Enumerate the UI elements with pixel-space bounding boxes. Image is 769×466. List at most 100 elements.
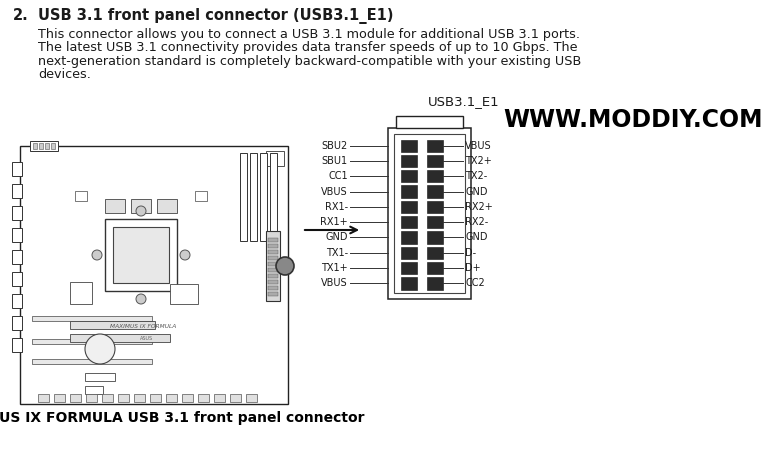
- Bar: [401, 139, 417, 152]
- Bar: [166, 394, 177, 402]
- Bar: [70, 334, 170, 342]
- Text: CC2: CC2: [465, 278, 484, 288]
- Text: VBUS: VBUS: [321, 186, 348, 197]
- Bar: [54, 394, 65, 402]
- Bar: [105, 219, 177, 291]
- Bar: [157, 199, 177, 213]
- Bar: [401, 201, 417, 213]
- Text: USB3.1_E1: USB3.1_E1: [428, 95, 499, 108]
- Text: RX2-: RX2-: [465, 217, 488, 227]
- Bar: [32, 316, 152, 321]
- Bar: [12, 228, 22, 242]
- Bar: [240, 153, 247, 241]
- Text: VBUS: VBUS: [465, 141, 491, 151]
- Text: TX2-: TX2-: [465, 171, 488, 181]
- Bar: [266, 151, 284, 166]
- Bar: [266, 231, 280, 301]
- Bar: [268, 268, 278, 272]
- Text: MAXIMUS IX FORMULA USB 3.1 front panel connector: MAXIMUS IX FORMULA USB 3.1 front panel c…: [0, 411, 365, 425]
- Text: USB 3.1 front panel connector (USB3.1_E1): USB 3.1 front panel connector (USB3.1_E1…: [38, 8, 394, 24]
- Circle shape: [180, 250, 190, 260]
- Bar: [268, 292, 278, 296]
- Bar: [394, 134, 465, 293]
- Bar: [268, 238, 278, 242]
- Bar: [270, 153, 277, 241]
- Text: VBUS: VBUS: [321, 278, 348, 288]
- Bar: [401, 247, 417, 259]
- Bar: [70, 394, 81, 402]
- Bar: [396, 116, 463, 128]
- Bar: [32, 359, 152, 364]
- Bar: [30, 141, 58, 151]
- Bar: [401, 262, 417, 274]
- Bar: [39, 143, 43, 149]
- Text: WWW.MODDIY.COM: WWW.MODDIY.COM: [504, 108, 763, 132]
- Text: SBU1: SBU1: [322, 156, 348, 166]
- Bar: [45, 143, 49, 149]
- Bar: [70, 282, 92, 304]
- Bar: [401, 185, 417, 198]
- Bar: [33, 143, 37, 149]
- Bar: [230, 394, 241, 402]
- Bar: [195, 191, 207, 201]
- Text: CC1: CC1: [328, 171, 348, 181]
- Bar: [198, 394, 209, 402]
- Bar: [12, 184, 22, 198]
- Bar: [131, 199, 151, 213]
- Circle shape: [85, 334, 115, 364]
- Bar: [401, 170, 417, 182]
- Bar: [113, 227, 169, 283]
- Bar: [170, 284, 198, 304]
- Bar: [12, 272, 22, 286]
- Bar: [12, 294, 22, 308]
- Bar: [118, 394, 129, 402]
- Text: MAXIMUS IX FORMULA: MAXIMUS IX FORMULA: [110, 324, 176, 329]
- Bar: [401, 155, 417, 167]
- Bar: [182, 394, 193, 402]
- Circle shape: [136, 294, 146, 304]
- Text: TX1-: TX1-: [326, 248, 348, 258]
- Bar: [268, 262, 278, 266]
- Bar: [268, 244, 278, 248]
- Bar: [427, 185, 443, 198]
- Text: RX2+: RX2+: [465, 202, 493, 212]
- Bar: [12, 316, 22, 330]
- Bar: [75, 191, 87, 201]
- Text: ASUS: ASUS: [140, 336, 153, 341]
- Bar: [401, 216, 417, 228]
- Bar: [401, 277, 417, 289]
- Bar: [102, 394, 113, 402]
- Text: TX1+: TX1+: [321, 263, 348, 273]
- Bar: [260, 153, 267, 241]
- Text: SBU2: SBU2: [321, 141, 348, 151]
- Bar: [105, 199, 125, 213]
- Bar: [38, 394, 49, 402]
- Bar: [12, 162, 22, 176]
- Bar: [85, 373, 115, 381]
- Bar: [134, 394, 145, 402]
- Text: 2.: 2.: [13, 8, 28, 23]
- Text: D+: D+: [465, 263, 481, 273]
- Bar: [12, 250, 22, 264]
- Bar: [32, 339, 152, 344]
- Bar: [427, 216, 443, 228]
- Text: next-generation standard is completely backward-compatible with your existing US: next-generation standard is completely b…: [38, 55, 581, 68]
- Text: RX1+: RX1+: [321, 217, 348, 227]
- Text: GND: GND: [465, 186, 488, 197]
- Bar: [427, 231, 443, 244]
- Text: TX2+: TX2+: [465, 156, 491, 166]
- Bar: [427, 201, 443, 213]
- Bar: [20, 146, 288, 404]
- Text: RX1-: RX1-: [325, 202, 348, 212]
- Bar: [427, 170, 443, 182]
- Text: GND: GND: [325, 233, 348, 242]
- Bar: [427, 277, 443, 289]
- Bar: [427, 262, 443, 274]
- Circle shape: [92, 250, 102, 260]
- Bar: [268, 286, 278, 290]
- Bar: [70, 321, 155, 329]
- Bar: [85, 386, 103, 394]
- Bar: [401, 231, 417, 244]
- Text: The latest USB 3.1 connectivity provides data transfer speeds of up to 10 Gbps. : The latest USB 3.1 connectivity provides…: [38, 41, 578, 55]
- Circle shape: [136, 206, 146, 216]
